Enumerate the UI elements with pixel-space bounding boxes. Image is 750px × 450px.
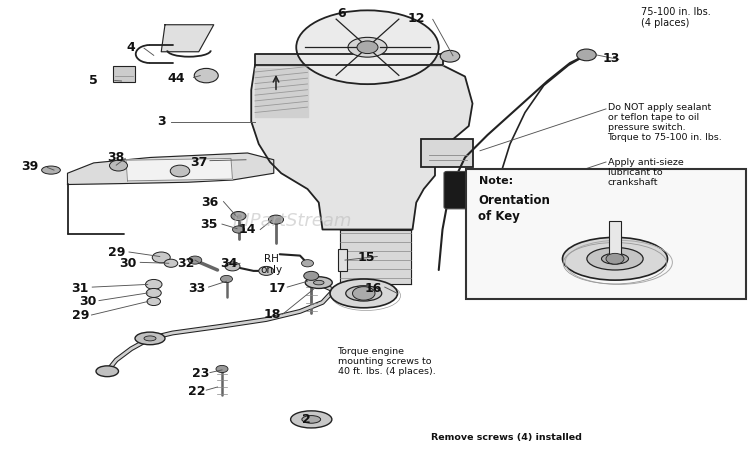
Polygon shape [126, 158, 232, 181]
FancyBboxPatch shape [112, 66, 135, 82]
Text: 36: 36 [201, 196, 219, 209]
Circle shape [577, 49, 596, 61]
Text: 23: 23 [192, 367, 210, 380]
Circle shape [152, 252, 170, 263]
Polygon shape [255, 54, 442, 65]
Circle shape [606, 253, 624, 264]
Circle shape [231, 212, 246, 220]
Circle shape [259, 266, 274, 275]
Ellipse shape [302, 416, 321, 423]
FancyBboxPatch shape [466, 169, 746, 299]
Text: (4 places): (4 places) [641, 18, 690, 28]
Text: 44: 44 [167, 72, 185, 85]
Text: 17: 17 [268, 282, 286, 294]
Polygon shape [255, 68, 308, 117]
Circle shape [216, 365, 228, 373]
Text: only: only [260, 265, 283, 275]
Ellipse shape [296, 10, 439, 84]
Ellipse shape [305, 277, 332, 288]
Text: crankshaft: crankshaft [608, 178, 658, 187]
Polygon shape [340, 230, 411, 284]
Ellipse shape [346, 286, 382, 301]
Text: 14: 14 [238, 223, 256, 236]
Text: 39: 39 [21, 160, 39, 173]
Ellipse shape [602, 253, 628, 264]
Polygon shape [68, 153, 274, 184]
Text: 29: 29 [107, 246, 125, 258]
FancyBboxPatch shape [609, 221, 621, 254]
Text: 31: 31 [71, 282, 89, 294]
Text: mounting screws to: mounting screws to [338, 357, 431, 366]
Text: 30: 30 [79, 295, 97, 308]
Text: 3: 3 [157, 115, 166, 128]
Ellipse shape [348, 37, 387, 57]
Text: 32: 32 [177, 257, 195, 270]
Text: 38: 38 [108, 151, 124, 164]
Text: pressure switch.: pressure switch. [608, 123, 686, 132]
Text: 33: 33 [188, 282, 205, 294]
Text: 18: 18 [263, 309, 281, 321]
Ellipse shape [144, 336, 156, 341]
Polygon shape [251, 65, 472, 230]
Text: 29: 29 [71, 310, 89, 322]
Circle shape [146, 279, 162, 289]
Text: Note:: Note: [478, 176, 513, 186]
FancyBboxPatch shape [422, 139, 473, 167]
Text: RIPartStream: RIPartStream [232, 212, 352, 230]
Text: lubricant to: lubricant to [608, 168, 662, 177]
Circle shape [170, 165, 190, 177]
Text: 75-100 in. lbs.: 75-100 in. lbs. [641, 7, 711, 17]
Text: Torque engine: Torque engine [338, 347, 404, 356]
Circle shape [440, 50, 460, 62]
Text: 22: 22 [188, 385, 206, 398]
Text: 40 ft. lbs. (4 places).: 40 ft. lbs. (4 places). [338, 367, 435, 376]
Text: 5: 5 [89, 75, 98, 87]
Ellipse shape [291, 411, 332, 428]
Circle shape [302, 260, 313, 267]
Circle shape [194, 68, 218, 83]
Text: Orentation: Orentation [478, 194, 550, 207]
Ellipse shape [42, 166, 60, 174]
Circle shape [220, 275, 232, 283]
Ellipse shape [586, 248, 643, 270]
Circle shape [188, 256, 202, 264]
Circle shape [164, 259, 178, 267]
Ellipse shape [135, 332, 165, 345]
FancyBboxPatch shape [338, 249, 346, 271]
Circle shape [357, 41, 378, 54]
Text: of Key: of Key [478, 210, 520, 223]
Text: Torque to 75-100 in. lbs.: Torque to 75-100 in. lbs. [608, 133, 722, 142]
Text: 16: 16 [364, 282, 382, 294]
Circle shape [225, 262, 240, 271]
Text: 12: 12 [407, 12, 425, 24]
Ellipse shape [96, 366, 118, 377]
Circle shape [352, 287, 375, 300]
Circle shape [146, 288, 161, 297]
Circle shape [110, 160, 128, 171]
Text: Do NOT apply sealant: Do NOT apply sealant [608, 104, 711, 112]
Text: 2: 2 [302, 413, 310, 426]
Ellipse shape [330, 279, 398, 308]
Circle shape [304, 271, 319, 280]
Text: RH: RH [264, 254, 279, 264]
Circle shape [268, 215, 284, 224]
Text: 4: 4 [127, 41, 136, 54]
Text: 30: 30 [118, 257, 136, 270]
FancyBboxPatch shape [444, 171, 482, 209]
Ellipse shape [314, 280, 324, 285]
Polygon shape [161, 25, 214, 52]
Text: 15: 15 [357, 251, 375, 264]
Ellipse shape [562, 238, 668, 280]
Text: 37: 37 [190, 156, 208, 168]
Circle shape [232, 226, 244, 233]
Text: 35: 35 [200, 219, 217, 231]
Text: Apply anti-sieze: Apply anti-sieze [608, 158, 683, 167]
Circle shape [147, 297, 160, 306]
Text: Remove screws (4) installed: Remove screws (4) installed [431, 433, 582, 442]
Text: 6: 6 [337, 7, 346, 20]
Text: 13: 13 [602, 52, 620, 65]
Text: or teflon tape to oil: or teflon tape to oil [608, 113, 699, 122]
Text: 34: 34 [220, 257, 238, 270]
